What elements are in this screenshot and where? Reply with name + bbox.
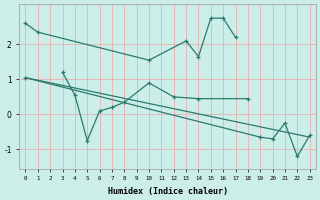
X-axis label: Humidex (Indice chaleur): Humidex (Indice chaleur) — [108, 187, 228, 196]
